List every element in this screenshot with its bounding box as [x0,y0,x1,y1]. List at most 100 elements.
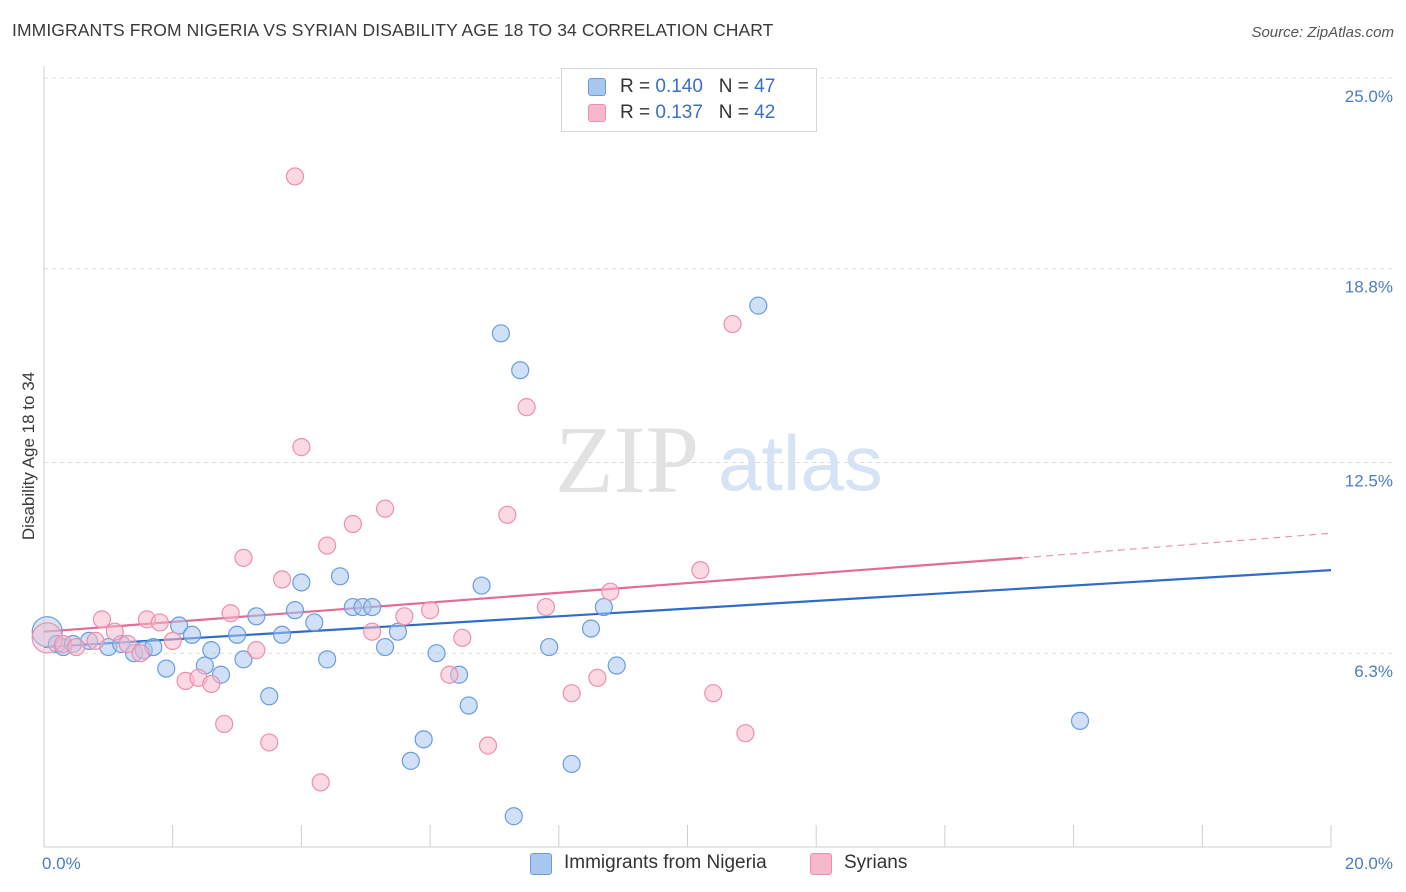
point-syrians-31 [478,736,498,755]
legend-n-label: N = [718,76,755,97]
series-swatch-nigeria [530,853,552,875]
point-nigeria-31 [401,751,420,770]
x-tick-label-1: 20.0% [1345,854,1393,873]
point-nigeria-38 [504,807,523,826]
point-syrians-24 [343,514,362,534]
point-syrians-2 [67,637,86,657]
watermark: ZIP atlas [555,406,883,513]
point-syrians-29 [440,665,459,684]
point-syrians-23 [318,536,337,555]
watermark-zip: ZIP [555,406,699,513]
point-syrians-16 [234,548,253,567]
y-tick-label-1: 12.5% [1345,472,1393,491]
chart-title: IMMIGRANTS FROM NIGERIA VS SYRIAN DISABI… [12,20,774,40]
point-syrians-14 [215,714,234,734]
y-tick-label-2: 18.8% [1345,278,1393,297]
point-nigeria-23 [305,613,324,632]
axes [43,66,1332,848]
point-nigeria-44 [607,656,626,675]
point-syrians-40 [723,314,742,334]
legend-r-label: R = [620,76,656,97]
point-nigeria-39 [511,361,530,380]
trend-line-syrians [43,556,1023,633]
point-nigeria-41 [562,754,581,774]
point-nigeria-17 [234,650,253,669]
point-nigeria-24 [318,650,337,669]
legend-swatch-nigeria [588,78,606,96]
grid-lines [44,77,1392,654]
point-nigeria-33 [427,644,446,663]
point-syrians-5 [105,622,124,641]
point-syrians-41 [736,724,755,743]
series-label-nigeria: Immigrants from Nigeria [564,852,767,873]
point-syrians-9 [150,613,169,632]
legend-swatch-syrians [588,104,606,122]
point-syrians-32 [498,505,517,524]
point-syrians-18 [260,733,279,752]
point-syrians-37 [601,582,620,601]
source-credit: Source: ZipAtlas.com [1251,24,1394,41]
point-nigeria-46 [1070,711,1090,730]
point-syrians-7 [131,644,150,663]
y-axis-label: Disability Age 18 to 34 [19,372,38,540]
point-syrians-34 [536,597,556,617]
point-syrians-33 [517,398,536,417]
legend-n-value-syrians: 42 [754,102,776,123]
point-nigeria-10 [157,659,176,678]
point-syrians-27 [395,607,414,626]
point-nigeria-18 [247,607,266,626]
point-nigeria-21 [285,601,305,620]
point-nigeria-14 [202,641,221,660]
legend-r-label: R = [620,102,656,123]
point-syrians-38 [691,561,710,580]
point-nigeria-36 [472,576,491,595]
legend-n-value-nigeria: 47 [754,76,776,97]
point-nigeria-25 [330,567,350,586]
point-syrians-6 [118,634,137,654]
point-syrians-35 [562,684,581,703]
point-syrians-22 [311,773,330,792]
point-nigeria-42 [581,619,601,638]
y-tick-label-0: 6.3% [1354,662,1393,681]
point-syrians-26 [375,499,395,518]
point-syrians-36 [588,668,607,687]
series-label-syrians: Syrians [844,852,908,873]
legend: R = 0.140 N = 47 R = 0.137 N = 42 [561,68,817,132]
series-swatch-syrians [810,853,832,875]
point-syrians-28 [421,601,440,620]
watermark-atlas: atlas [718,419,883,507]
legend-r-value-nigeria: 0.140 [655,76,703,97]
legend-n-label: N = [718,102,755,123]
point-nigeria-20 [272,625,292,644]
point-nigeria-11 [170,616,189,635]
point-syrians-17 [247,641,266,660]
point-nigeria-16 [227,625,247,644]
point-syrians-30 [453,628,472,647]
point-syrians-10 [163,631,182,651]
point-nigeria-28 [363,597,382,617]
point-syrians-39 [704,684,723,703]
point-syrians-19 [272,570,292,589]
point-syrians-3 [86,631,105,651]
point-nigeria-35 [459,696,478,715]
trend-extension-syrians [1022,532,1332,559]
point-nigeria-12 [182,625,202,644]
data-points [31,167,1090,826]
point-nigeria-32 [414,730,433,749]
tick-labels: 6.3% 12.5% 18.8% 25.0% 0.0% 20.0% [42,87,1393,873]
point-nigeria-40 [540,637,559,657]
point-nigeria-37 [491,324,510,343]
point-syrians-15 [221,604,240,623]
trend-lines [43,532,1332,649]
x-tick-label-0: 0.0% [42,854,81,873]
trend-line-nigeria [43,569,1332,649]
point-nigeria-19 [260,687,279,706]
point-nigeria-29 [375,637,395,657]
y-tick-label-3: 25.0% [1345,87,1393,106]
point-syrians-13 [202,674,221,694]
point-nigeria-45 [749,296,768,315]
point-nigeria-43 [594,597,613,617]
point-syrians-20 [285,167,305,186]
point-syrians-25 [363,622,382,641]
